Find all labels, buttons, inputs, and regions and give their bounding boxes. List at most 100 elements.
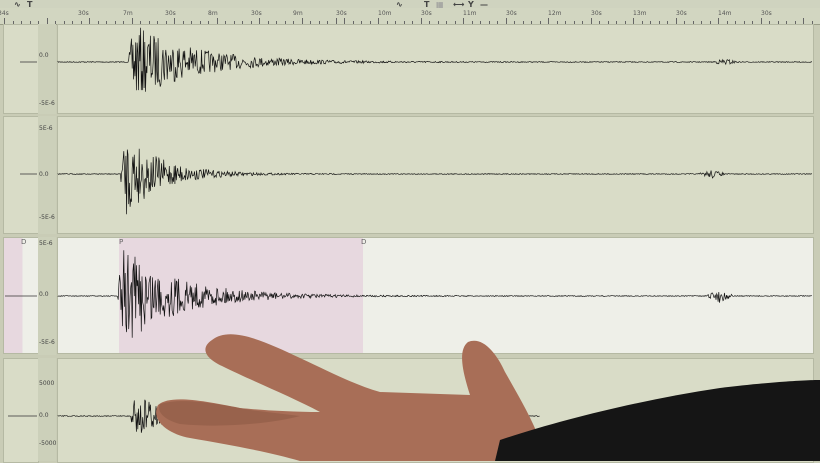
time-tick-label: 8m (208, 10, 218, 17)
ruler-tick (735, 21, 736, 24)
time-tick-label: 7m (123, 10, 133, 17)
amplitude-axis-2: 5E-6 0.0 -5E-6 (38, 116, 56, 234)
time-tick-label: 30s (78, 10, 89, 17)
time-tick-label: 30s (591, 10, 602, 17)
time-tick-label: 9m (293, 10, 303, 17)
ruler-tick (616, 21, 617, 24)
time-tick-label: 10m (378, 10, 392, 17)
axis-label: 0.0 (39, 171, 49, 178)
marker-d[interactable]: D (361, 238, 367, 246)
ruler-tick (505, 18, 507, 24)
ruler-tick (718, 18, 719, 24)
ruler-tick (514, 21, 515, 24)
ruler-tick (437, 21, 439, 24)
ruler-tick (803, 18, 804, 24)
axis-label: 0.0 (39, 412, 49, 419)
ruler-tick (582, 21, 583, 24)
y-axis-icon[interactable]: Y (468, 0, 474, 9)
ruler-tick (140, 21, 141, 24)
ruler-tick (556, 21, 558, 24)
ruler-tick (624, 21, 626, 24)
ruler-tick (565, 21, 566, 24)
axis-label: 5E-6 (39, 125, 53, 132)
ruler-tick (522, 21, 524, 24)
ruler-tick (301, 18, 303, 24)
ruler-tick (148, 21, 150, 24)
ruler-tick (752, 21, 753, 24)
waveform-icon[interactable]: ∿ (396, 0, 403, 9)
ruler-tick (327, 21, 328, 24)
amplitude-axis-1: 0.0 -5E-6 (38, 24, 56, 114)
marker-p[interactable]: P (119, 238, 124, 246)
line-icon[interactable]: — (480, 0, 488, 9)
ruler-tick (573, 21, 575, 24)
ruler-tick (97, 21, 99, 24)
time-tick-label: 30s (165, 10, 176, 17)
ruler-tick (174, 18, 175, 24)
ruler-tick (658, 21, 660, 24)
ruler-tick (233, 21, 235, 24)
ruler-tick (429, 21, 430, 24)
time-tick-label: 12m (548, 10, 562, 17)
ruler-tick (794, 21, 796, 24)
time-tick-label: 30s (336, 10, 347, 17)
ruler-tick (208, 21, 209, 24)
ruler-tick (267, 21, 269, 24)
ruler-tick (786, 21, 787, 24)
ruler-tick (667, 21, 668, 24)
time-tick-label: 30s (251, 10, 262, 17)
ruler-tick (225, 21, 226, 24)
ruler-tick (242, 21, 243, 24)
axis-label: -5000 (39, 440, 57, 447)
time-tick-label: 13m (633, 10, 647, 17)
ruler-tick (250, 21, 252, 24)
waveform-icon[interactable]: ∿ (14, 0, 21, 9)
text-tool-icon[interactable]: T (27, 0, 33, 9)
ruler-tick (403, 21, 405, 24)
ruler-tick (769, 21, 770, 24)
time-tick-label: 30s (506, 10, 517, 17)
time-tick-label: 30s (676, 10, 687, 17)
trace-panel-2[interactable] (57, 116, 814, 234)
ruler-tick (131, 18, 133, 24)
ruler-tick (106, 21, 107, 24)
ruler-tick (386, 21, 388, 24)
ruler-tick (471, 21, 473, 24)
axis-label: 0.0 (39, 291, 49, 298)
ruler-tick (55, 21, 56, 24)
axis-label: 5000 (39, 380, 55, 387)
ruler-tick (607, 21, 609, 24)
ruler-tick (395, 21, 396, 24)
ruler-tick (293, 21, 294, 24)
marker-d: D (21, 238, 27, 246)
ruler-tick (216, 18, 218, 24)
time-tick-label: 11m (463, 10, 477, 17)
ruler-tick (12, 21, 14, 24)
ruler-tick (72, 21, 73, 24)
ruler-tick (641, 21, 643, 24)
ruler-tick (4, 18, 5, 24)
ruler-tick (709, 21, 711, 24)
trace-panel-1[interactable] (57, 24, 814, 114)
ruler-tick (199, 21, 201, 24)
ruler-tick (726, 21, 728, 24)
ruler-tick (590, 18, 592, 24)
ruler-tick (650, 21, 651, 24)
time-tick-label: 30s (421, 10, 432, 17)
ruler-tick (38, 21, 39, 24)
ruler-tick (352, 21, 354, 24)
ruler-tick (531, 21, 532, 24)
ruler-tick (701, 21, 702, 24)
ruler-tick (488, 21, 490, 24)
ruler-tick (760, 18, 762, 24)
span-icon[interactable]: ⟷ (453, 0, 465, 9)
text-tool-icon[interactable]: T (424, 0, 430, 9)
ruler-tick (743, 21, 745, 24)
ruler-tick (29, 21, 31, 24)
time-tick-label: 30s (761, 10, 772, 17)
ruler-tick (259, 18, 260, 24)
grid-icon[interactable]: ▦ (436, 0, 444, 9)
ruler-tick (21, 21, 22, 24)
ruler-tick (369, 21, 371, 24)
